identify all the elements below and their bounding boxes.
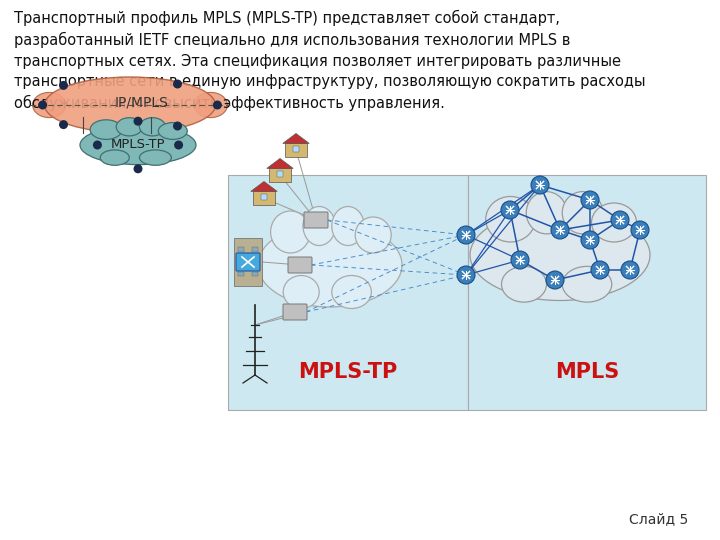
Circle shape	[511, 251, 529, 269]
Bar	[468, 175, 706, 410]
Bar	[238, 247, 244, 252]
Ellipse shape	[303, 206, 336, 246]
Ellipse shape	[100, 150, 130, 165]
Bar	[252, 272, 258, 276]
Circle shape	[621, 261, 639, 279]
Ellipse shape	[32, 92, 66, 118]
Text: Транспортный профиль MPLS (MPLS-TP) представляет собой стандарт,
разработанный I: Транспортный профиль MPLS (MPLS-TP) пред…	[14, 10, 646, 111]
Circle shape	[133, 117, 143, 126]
Ellipse shape	[194, 92, 228, 118]
FancyBboxPatch shape	[288, 257, 312, 273]
Circle shape	[581, 191, 599, 209]
Circle shape	[174, 140, 183, 150]
Bar	[269, 168, 291, 181]
Ellipse shape	[355, 217, 391, 253]
FancyBboxPatch shape	[236, 253, 260, 271]
Circle shape	[591, 261, 609, 279]
Polygon shape	[267, 159, 293, 168]
Ellipse shape	[470, 210, 650, 300]
Ellipse shape	[562, 192, 603, 234]
Ellipse shape	[332, 275, 372, 308]
Circle shape	[501, 201, 519, 219]
Text: MPLS-TP: MPLS-TP	[111, 138, 166, 152]
Ellipse shape	[592, 203, 636, 242]
Text: IP/MPLS: IP/MPLS	[115, 96, 169, 110]
Circle shape	[551, 221, 569, 239]
Bar	[276, 171, 283, 177]
Ellipse shape	[158, 123, 187, 139]
Circle shape	[531, 176, 549, 194]
Circle shape	[59, 120, 68, 129]
Bar	[293, 146, 300, 152]
Ellipse shape	[80, 125, 196, 165]
Circle shape	[546, 271, 564, 289]
Bar	[238, 264, 244, 268]
Ellipse shape	[502, 266, 546, 302]
Ellipse shape	[526, 192, 567, 234]
Circle shape	[38, 100, 47, 110]
FancyBboxPatch shape	[304, 212, 328, 228]
Bar	[252, 264, 258, 268]
Bar	[261, 194, 267, 200]
Ellipse shape	[271, 211, 310, 253]
Ellipse shape	[140, 118, 166, 136]
Circle shape	[93, 140, 102, 150]
Ellipse shape	[486, 197, 535, 242]
Polygon shape	[283, 133, 309, 144]
Bar	[238, 272, 244, 276]
Circle shape	[581, 231, 599, 249]
Ellipse shape	[90, 120, 122, 139]
Bar	[252, 247, 258, 252]
Ellipse shape	[116, 118, 143, 136]
Circle shape	[457, 226, 475, 244]
Bar	[234, 238, 262, 286]
Polygon shape	[251, 181, 277, 191]
Circle shape	[59, 81, 68, 90]
Circle shape	[173, 122, 182, 131]
Ellipse shape	[332, 206, 364, 246]
Text: Слайд 5: Слайд 5	[629, 512, 688, 526]
Bar	[253, 191, 275, 205]
Bar	[228, 175, 468, 410]
Circle shape	[457, 266, 475, 284]
Bar	[285, 144, 307, 157]
Text: MPLS-TP: MPLS-TP	[298, 362, 397, 382]
Ellipse shape	[258, 223, 402, 307]
Circle shape	[213, 100, 222, 110]
Text: MPLS: MPLS	[555, 362, 619, 382]
Circle shape	[133, 164, 143, 173]
Bar	[238, 255, 244, 260]
FancyBboxPatch shape	[283, 304, 307, 320]
Ellipse shape	[45, 77, 215, 133]
Bar	[252, 255, 258, 260]
Circle shape	[631, 221, 649, 239]
Ellipse shape	[562, 266, 612, 302]
Circle shape	[611, 211, 629, 229]
Ellipse shape	[283, 275, 319, 308]
Circle shape	[173, 79, 182, 89]
Ellipse shape	[140, 150, 171, 165]
